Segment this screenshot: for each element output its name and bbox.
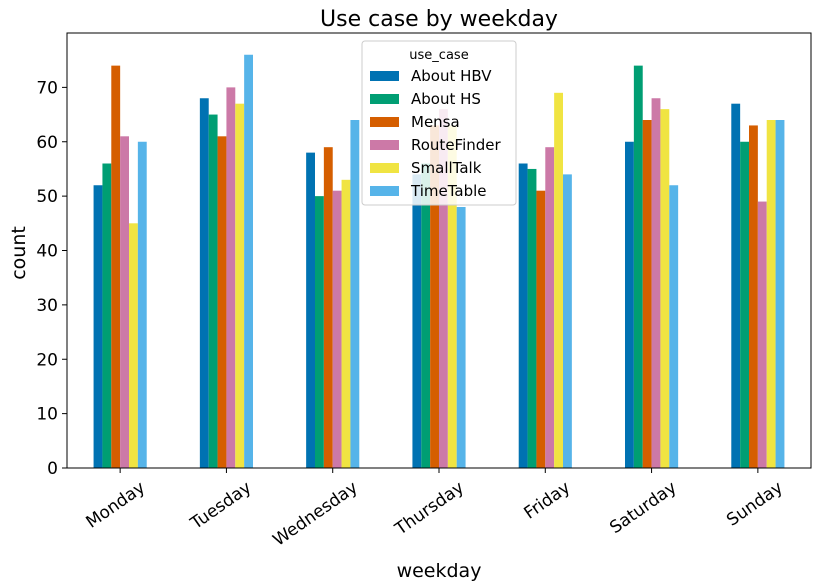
legend-label: About HBV xyxy=(411,67,492,85)
x-tick-label-monday: Monday xyxy=(83,478,149,533)
bar-mensa-wednesday xyxy=(323,147,333,468)
legend-title: use_case xyxy=(409,48,468,63)
bar-smalltalk-friday xyxy=(554,92,563,468)
bar-smalltalk-wednesday xyxy=(341,179,351,468)
y-axis: 0 10 20 30 40 50 60 70 xyxy=(36,78,67,479)
bar-about-hbv-saturday xyxy=(625,141,634,468)
legend-swatch xyxy=(370,94,399,104)
bar-about-hbv-sunday xyxy=(731,103,741,468)
bar-timetable-tuesday xyxy=(244,54,253,468)
bar-mensa-sunday xyxy=(749,125,758,468)
x-tick-label-saturday: Saturday xyxy=(606,478,680,538)
bars-group xyxy=(93,54,785,469)
bar-mensa-tuesday xyxy=(217,136,227,468)
y-tick-label: 60 xyxy=(36,133,58,153)
legend-label: Mensa xyxy=(411,113,460,131)
bar-mensa-thursday xyxy=(430,125,439,468)
legend-label: TimeTable xyxy=(410,182,487,200)
bar-smalltalk-tuesday xyxy=(235,103,245,468)
bar-routefinder-friday xyxy=(545,147,555,468)
bar-about-hbv-monday xyxy=(93,185,103,468)
bar-about-hbv-thursday xyxy=(412,174,422,469)
y-tick-label: 50 xyxy=(36,187,58,207)
bar-routefinder-monday xyxy=(120,136,129,468)
x-tick-label-friday: Friday xyxy=(520,478,574,524)
bar-about-hs-tuesday xyxy=(208,114,218,468)
bar-about-hbv-wednesday xyxy=(306,152,315,469)
y-tick-label: 30 xyxy=(36,296,58,316)
y-tick-label: 20 xyxy=(36,350,58,370)
bar-about-hs-thursday xyxy=(421,163,431,468)
legend-swatch xyxy=(370,163,399,173)
bar-about-hs-wednesday xyxy=(315,196,324,469)
bar-smalltalk-thursday xyxy=(447,125,457,468)
x-axis: Monday Tuesday Wednesday Thursday Friday Satu… xyxy=(83,468,787,551)
legend-box xyxy=(361,40,517,206)
legend-label: RouteFinder xyxy=(411,136,502,154)
legend-label: SmallTalk xyxy=(411,159,482,177)
bar-timetable-monday xyxy=(137,141,147,468)
bar-smalltalk-saturday xyxy=(660,109,670,469)
bar-routefinder-thursday xyxy=(439,109,448,469)
y-tick-label: 70 xyxy=(36,78,58,98)
bar-routefinder-tuesday xyxy=(226,87,236,469)
bar-routefinder-saturday xyxy=(651,98,661,468)
legend-swatch xyxy=(370,140,399,150)
bar-mensa-friday xyxy=(536,190,546,468)
x-tick-label-sunday: Sunday xyxy=(723,478,787,531)
chart-title: Use case by weekday xyxy=(320,7,558,32)
bar-timetable-friday xyxy=(563,174,572,469)
bar-about-hs-monday xyxy=(102,163,112,468)
legend-swatch xyxy=(370,71,399,81)
legend-swatch xyxy=(370,186,399,196)
x-tick-label-tuesday: Tuesday xyxy=(186,478,255,535)
bar-timetable-thursday xyxy=(456,207,466,468)
bar-routefinder-wednesday xyxy=(332,190,342,468)
bar-smalltalk-monday xyxy=(129,223,138,468)
x-axis-label: weekday xyxy=(397,560,482,582)
bar-about-hbv-friday xyxy=(518,163,528,468)
x-tick-label-thursday: Thursday xyxy=(391,478,468,540)
bar-timetable-wednesday xyxy=(350,120,360,468)
legend-swatch xyxy=(370,117,399,127)
bar-mensa-monday xyxy=(111,65,121,469)
bar-smalltalk-sunday xyxy=(766,120,776,468)
bar-about-hs-saturday xyxy=(633,65,643,469)
y-tick-label: 10 xyxy=(36,405,58,425)
bar-about-hs-sunday xyxy=(740,141,749,468)
legend: use_case About HBV About HS Mensa RouteFinde… xyxy=(361,40,517,206)
bar-mensa-saturday xyxy=(642,120,652,468)
bar-timetable-saturday xyxy=(669,185,679,468)
y-axis-label: count xyxy=(8,226,30,280)
bar-timetable-sunday xyxy=(775,120,785,468)
legend-label: About HS xyxy=(411,90,481,108)
bar-about-hs-friday xyxy=(527,168,537,468)
x-tick-label-wednesday: Wednesday xyxy=(269,478,361,551)
bar-routefinder-sunday xyxy=(757,201,767,468)
y-tick-label: 40 xyxy=(36,242,58,262)
y-tick-label: 0 xyxy=(47,459,58,479)
bar-about-hbv-tuesday xyxy=(199,98,209,468)
